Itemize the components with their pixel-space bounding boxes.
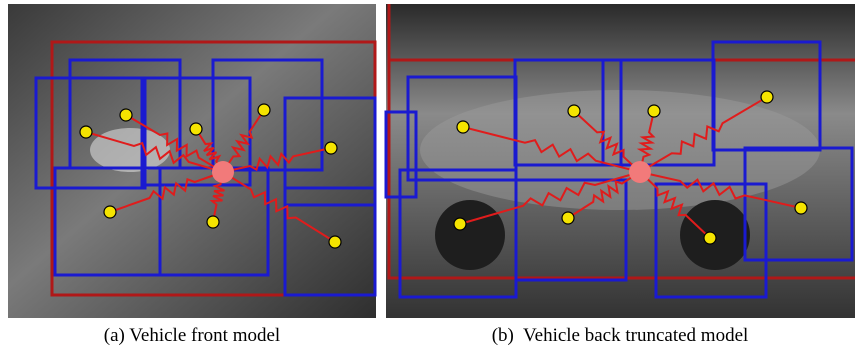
wheel xyxy=(435,200,505,270)
figure: (a) Vehicle front model (b) Vehicle back… xyxy=(0,0,859,358)
part-node xyxy=(454,218,466,230)
panel-b xyxy=(386,4,855,318)
part-node xyxy=(80,126,92,138)
root-node xyxy=(212,161,234,183)
part-node xyxy=(120,109,132,121)
panel-a xyxy=(8,4,376,318)
part-node xyxy=(329,236,341,248)
part-node xyxy=(258,104,270,116)
caption: (b) Vehicle back truncated model xyxy=(492,325,749,346)
part-node xyxy=(562,212,574,224)
part-node xyxy=(207,216,219,228)
part-node xyxy=(104,206,116,218)
caption: (a) Vehicle front model xyxy=(104,325,280,346)
part-node xyxy=(795,202,807,214)
part-node xyxy=(761,91,773,103)
part-node xyxy=(648,105,660,117)
part-node xyxy=(325,142,337,154)
part-node xyxy=(568,105,580,117)
root-node xyxy=(629,161,651,183)
part-node xyxy=(457,121,469,133)
part-node xyxy=(190,123,202,135)
part-node xyxy=(704,232,716,244)
